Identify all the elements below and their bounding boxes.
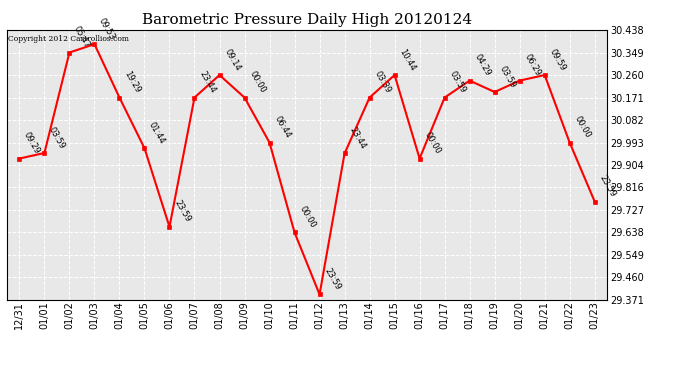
Text: 09:53: 09:53: [97, 16, 117, 41]
Text: 01:44: 01:44: [147, 120, 167, 146]
Text: 23:59: 23:59: [172, 199, 192, 224]
Text: 03:59: 03:59: [47, 125, 67, 150]
Text: 03:39: 03:39: [373, 69, 392, 95]
Text: 23:44: 23:44: [197, 70, 217, 95]
Text: 23:59: 23:59: [322, 267, 342, 292]
Text: 03:59: 03:59: [447, 70, 467, 95]
Text: 06:29: 06:29: [522, 53, 542, 78]
Text: 23:44: 23:44: [347, 126, 367, 151]
Text: 00:00: 00:00: [573, 115, 592, 140]
Text: 23:59: 23:59: [598, 174, 617, 199]
Text: 00:00: 00:00: [422, 131, 442, 156]
Text: 09:14: 09:14: [222, 47, 242, 72]
Text: 00:00: 00:00: [297, 205, 317, 230]
Text: 19:29: 19:29: [122, 70, 142, 95]
Text: 06:44: 06:44: [273, 115, 292, 140]
Text: 04:29: 04:29: [473, 53, 492, 78]
Text: 10:44: 10:44: [397, 47, 417, 72]
Title: Barometric Pressure Daily High 20120124: Barometric Pressure Daily High 20120124: [142, 13, 472, 27]
Text: Copyright 2012 Cartrollios.com: Copyright 2012 Cartrollios.com: [8, 35, 129, 44]
Text: 00:00: 00:00: [247, 70, 267, 95]
Text: 09:29: 09:29: [22, 131, 42, 156]
Text: 05:47: 05:47: [72, 25, 92, 50]
Text: 09:59: 09:59: [547, 47, 567, 72]
Text: 03:59: 03:59: [497, 64, 517, 89]
